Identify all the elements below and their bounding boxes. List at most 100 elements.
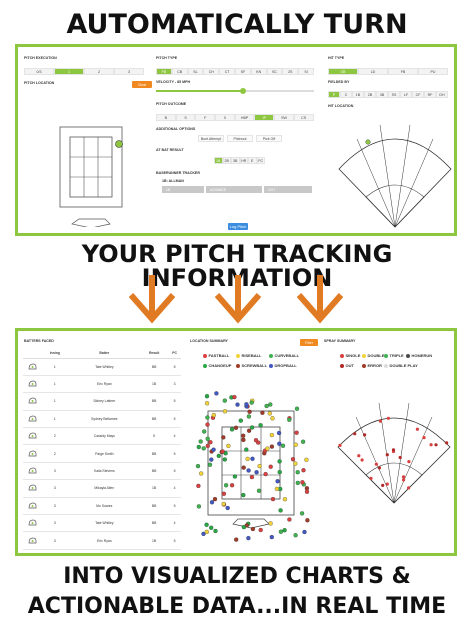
hit-type-option[interactable]: PU [418, 68, 448, 75]
table-row[interactable]: 3 Kalia Stevens BB 5 [23, 462, 181, 481]
pitch-location-mark [246, 414, 252, 419]
batter-helmet-icon [23, 462, 41, 481]
pitch-type-option[interactable]: SI [298, 68, 314, 75]
fielded-by-option[interactable]: C [340, 91, 352, 98]
table-row[interactable]: 3 Tate Whitley BB 4 [23, 514, 181, 533]
batter-helmet-icon [23, 549, 41, 553]
pitch-type-option[interactable]: CH [203, 68, 220, 75]
filter-button[interactable]: Filter [300, 339, 318, 346]
pitch-location-mark [269, 534, 274, 540]
table-row[interactable]: 3 Mo Suarez BB 5 [23, 497, 181, 516]
pitch-location-mark [212, 496, 218, 502]
cell-batter: Paige Smith [68, 444, 141, 463]
pitch-outcome-option[interactable]: X [215, 114, 235, 121]
hit-type-option[interactable]: GB [328, 68, 358, 75]
baserunner-out-field[interactable]: OUT [264, 186, 312, 193]
additional-option-chip[interactable]: Bunt Attempt [198, 135, 224, 142]
at-bat-result-option[interactable]: 1B [214, 157, 223, 164]
table-row[interactable]: 1 Tate Whitley BB 5 [23, 358, 181, 376]
pitch-location-mark [300, 480, 305, 485]
at-bat-result-option[interactable]: E [248, 157, 257, 164]
fielded-by-option[interactable]: DH [436, 91, 448, 98]
log-pitch-button[interactable]: Log Pitch [228, 223, 248, 230]
fielded-by-option[interactable]: 3B [376, 91, 388, 98]
pitch-type-option[interactable]: CT [219, 68, 235, 75]
clear-button[interactable]: Clear [132, 81, 152, 88]
pitch-outcome-option[interactable]: HBP [234, 114, 255, 121]
table-row[interactable]: 1 Sidney Lattner BB 5 [23, 392, 181, 411]
table-row[interactable]: 1 Eric Ryan 1B 3 [23, 375, 181, 394]
pitch-execution-option[interactable]: 2 [84, 68, 114, 75]
hit-location-field-input[interactable] [336, 109, 454, 233]
fielded-by-option[interactable]: RF [424, 91, 436, 98]
pitch-type-option[interactable]: KN [250, 68, 267, 75]
hit-type-option[interactable]: LD [358, 68, 388, 75]
pitch-location-mark [256, 488, 262, 493]
table-row[interactable]: 3 Mikayla Allen 1B 4 [23, 479, 181, 498]
table-row[interactable]: 2 Cassidy Mays K 4 [23, 427, 181, 446]
additional-option-chip[interactable]: Pitchout [227, 135, 253, 142]
pitch-type-option[interactable]: SC [266, 68, 283, 75]
additional-options-label: ADDITIONAL OPTIONS [156, 127, 196, 131]
table-row[interactable]: 1 Sydney Bellamee BB 5 [23, 410, 181, 429]
table-row[interactable]: 3 Eric Ryan 1B 5 [23, 531, 181, 550]
headline-bottom-line1: INTO VISUALIZED CHARTS & [63, 564, 411, 589]
pitch-location-mark [287, 517, 292, 522]
pitch-outcome-option[interactable]: IP [254, 114, 275, 121]
pitch-location-mark [241, 524, 247, 530]
velocity-slider[interactable] [156, 88, 314, 94]
pitch-type-option[interactable]: 2S [282, 68, 299, 75]
pitch-type-option[interactable]: SF [234, 68, 251, 75]
pitch-location-mark [205, 443, 210, 449]
at-bat-result-option[interactable]: FC [256, 157, 265, 164]
table-row[interactable]: 4Sidney Lattner1B5 [23, 549, 181, 553]
at-bat-result-option[interactable]: HR [239, 157, 248, 164]
fielded-by-option[interactable]: LF [400, 91, 412, 98]
pitch-outcome-option[interactable]: F [195, 114, 216, 121]
pitch-execution-option[interactable]: 3 [114, 68, 144, 75]
baserunner-base-field[interactable]: 1B [162, 186, 204, 193]
pitch-outcome-option[interactable]: B [156, 114, 176, 121]
pitch-location-mark [277, 441, 282, 446]
pitch-location-mark [302, 529, 307, 535]
batter-helmet-icon [23, 514, 41, 533]
pitch-execution-option[interactable]: 0/3 [24, 68, 54, 75]
hit-type-option[interactable]: FB [388, 68, 418, 75]
fielded-by-label: FIELDED BY [328, 80, 350, 84]
pitch-location-mark [280, 443, 286, 448]
pitch-outcome-option[interactable]: S [175, 114, 196, 121]
pitch-outcome-option[interactable]: CS [293, 114, 314, 121]
legend-label: SCREWBALL [241, 363, 268, 368]
additional-option-chip[interactable]: Pick Off [256, 135, 282, 142]
pitch-type-option[interactable]: FB [156, 68, 172, 75]
cell-result: 1B [140, 531, 169, 550]
fielded-by-option[interactable]: SS [388, 91, 400, 98]
pitch-execution-option[interactable]: 1 [54, 68, 84, 75]
pitch-location-mark [235, 402, 240, 407]
loc-home-plate-icon [232, 518, 270, 529]
cell-pc: 4 [168, 427, 181, 446]
velocity-slider-knob[interactable] [239, 88, 246, 94]
pitch-location-mark [278, 529, 284, 534]
baserunner-advance-field[interactable]: ADVANCE [206, 186, 262, 193]
fielded-by-option[interactable]: 2B [364, 91, 376, 98]
at-bat-result-option[interactable]: 3B [231, 157, 240, 164]
pitch-type-option[interactable]: SL [187, 68, 204, 75]
table-row[interactable]: 2 Paige Smith BB 5 [23, 444, 181, 463]
pitch-location-mark [268, 521, 273, 526]
pitch-location-mark [274, 486, 280, 492]
fielded-by-option[interactable]: CF [412, 91, 424, 98]
pitch-type-option[interactable]: CB [171, 68, 188, 75]
pitch-outcome-option[interactable]: SW [274, 114, 294, 121]
pitch-location-mark [246, 428, 252, 433]
at-bat-result-option[interactable]: 2B [222, 157, 231, 164]
col-batter: Batter [68, 349, 141, 359]
pitch-location-mark [205, 422, 210, 427]
pitch-execution-selector: 0/3 1 2 3 [24, 68, 144, 75]
fielded-by-option[interactable]: P [328, 91, 340, 98]
fielded-by-option[interactable]: 1B [352, 91, 364, 98]
legend-label: DOUBLE [367, 353, 385, 358]
strike-zone-input[interactable] [48, 117, 138, 227]
legend-label: HOMERUN [411, 353, 433, 358]
spray-hit-mark [338, 443, 342, 447]
